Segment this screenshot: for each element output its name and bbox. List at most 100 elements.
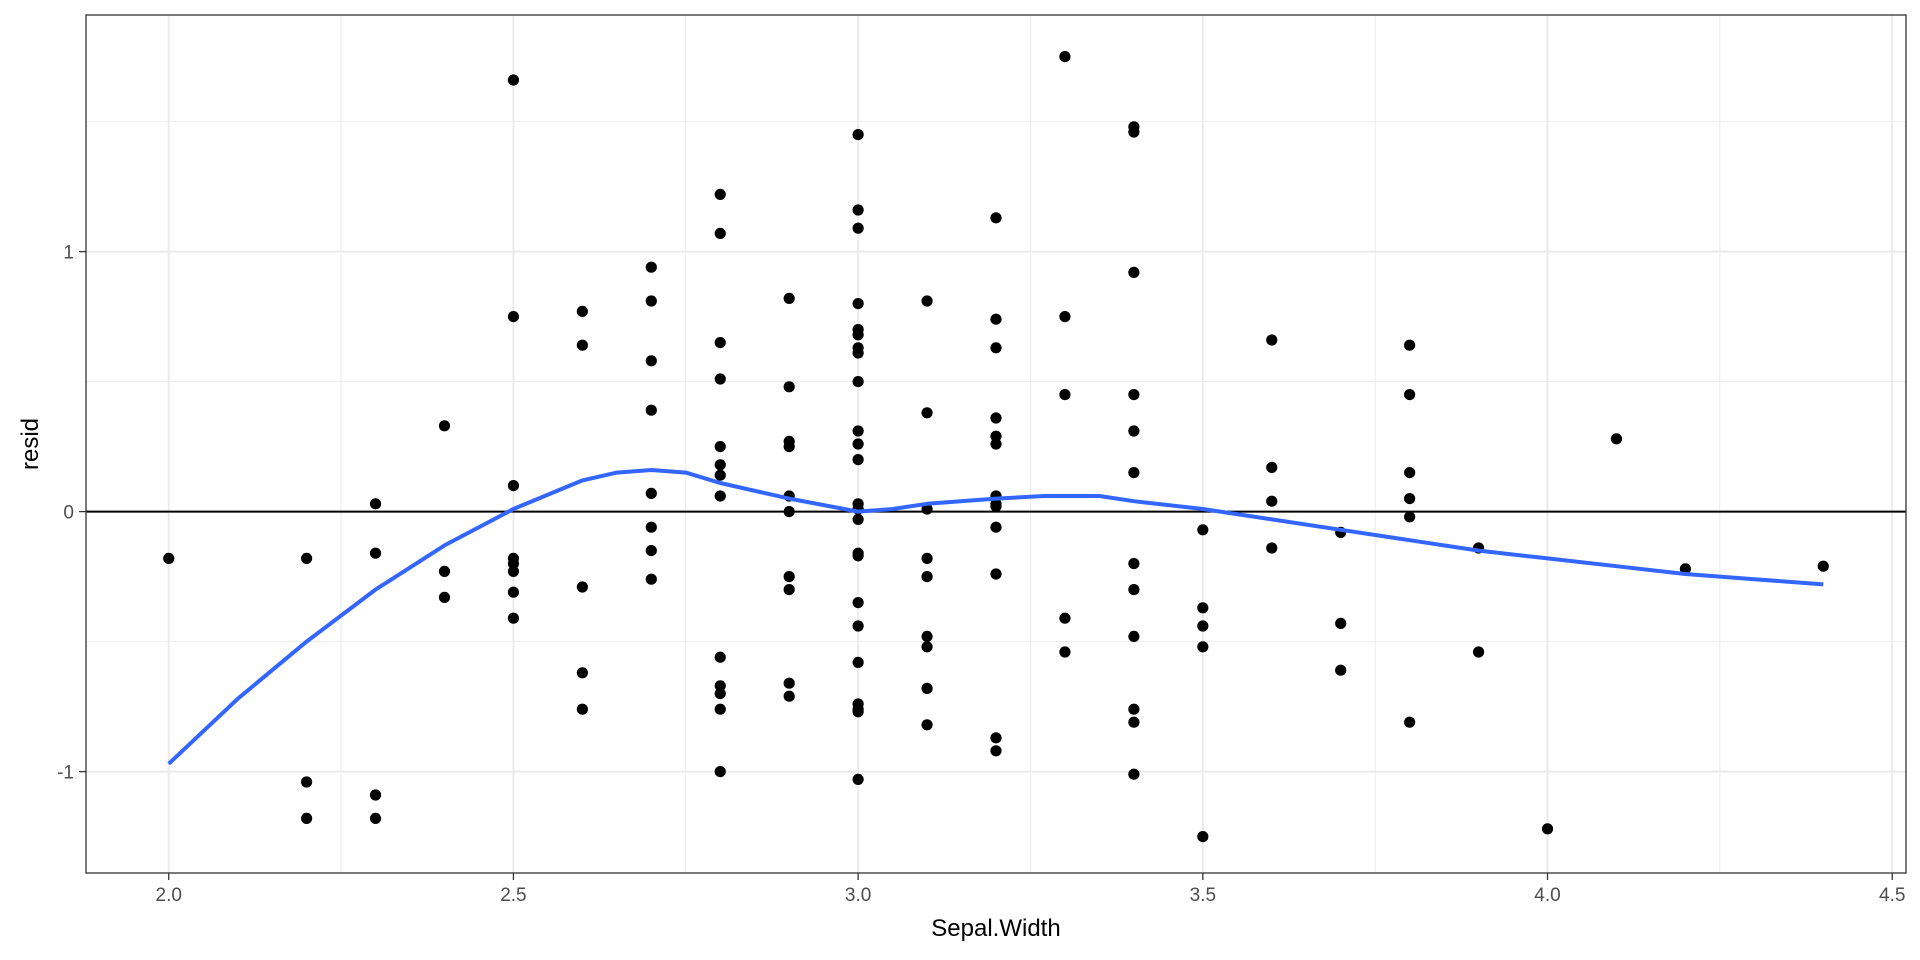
data-point: [921, 630, 933, 643]
data-point: [1059, 311, 1071, 323]
plot-panel-border: [85, 14, 1907, 874]
loess-smooth-line: [167, 468, 1824, 766]
data-point: [507, 586, 520, 598]
data-point: [990, 521, 1002, 533]
data-point: [852, 597, 864, 609]
data-point: [1404, 467, 1416, 479]
data-point: [438, 591, 451, 604]
data-point: [1059, 389, 1071, 401]
data-point: [1679, 563, 1691, 575]
x-tick-label: 2.0: [156, 885, 182, 906]
data-point: [714, 337, 726, 349]
data-point: [714, 766, 726, 778]
data-point: [1128, 266, 1140, 278]
data-point: [1335, 664, 1347, 676]
data-point: [1266, 495, 1278, 507]
data-point: [783, 584, 795, 596]
data-point: [714, 373, 726, 385]
data-point: [852, 656, 864, 669]
data-point: [990, 500, 1002, 512]
data-point: [852, 425, 864, 437]
x-axis-ticks: 2.0 2.5 3.0 3.5 4.0 4.5: [156, 873, 1905, 906]
data-point: [576, 581, 588, 593]
data-point: [852, 222, 864, 234]
data-point: [852, 620, 864, 632]
data-point: [852, 376, 864, 388]
data-point: [1128, 716, 1140, 728]
data-point: [783, 506, 795, 518]
data-point: [1266, 334, 1278, 346]
data-point: [783, 690, 795, 702]
data-point: [301, 812, 313, 825]
data-point: [921, 571, 933, 583]
data-point: [645, 295, 657, 307]
data-point: [576, 339, 588, 351]
data-point: [576, 667, 588, 679]
data-point: [852, 454, 864, 466]
data-point: [990, 412, 1002, 424]
data-point: [990, 430, 1002, 442]
data-point: [369, 547, 382, 559]
data-point: [1128, 768, 1140, 780]
data-point: [301, 776, 313, 788]
data-point: [576, 305, 588, 317]
data-point: [852, 298, 864, 310]
data-point: [714, 188, 726, 200]
data-point: [1197, 620, 1209, 632]
data-point: [852, 329, 864, 341]
data-point: [1128, 389, 1140, 401]
data-point: [921, 719, 933, 731]
x-axis-title: Sepal.Width: [931, 915, 1060, 942]
data-point: [1197, 602, 1209, 614]
data-point: [1404, 716, 1416, 728]
data-point: [714, 651, 726, 663]
data-point: [1266, 542, 1278, 554]
data-point: [645, 545, 657, 557]
data-point: [163, 552, 175, 565]
data-point: [438, 420, 451, 432]
data-point: [1128, 630, 1140, 643]
data-point: [921, 641, 933, 653]
data-point: [1197, 831, 1209, 843]
data-point: [1128, 703, 1140, 715]
data-point: [1128, 584, 1140, 596]
data-point: [645, 487, 657, 499]
data-point: [921, 552, 933, 565]
data-point: [783, 441, 795, 453]
data-point: [1128, 425, 1140, 437]
data-point: [1404, 389, 1416, 401]
data-point: [645, 404, 657, 416]
x-tick-label: 4.0: [1534, 885, 1560, 906]
data-point: [852, 773, 864, 786]
x-tick-label: 3.5: [1190, 885, 1216, 906]
data-point: [507, 558, 520, 570]
residual-points: [163, 51, 1829, 843]
data-point: [783, 381, 795, 393]
data-point: [714, 680, 726, 692]
data-point: [921, 295, 933, 307]
x-tick-label: 3.0: [845, 885, 871, 906]
data-point: [714, 441, 726, 453]
data-point: [1197, 524, 1209, 536]
data-point: [714, 703, 726, 715]
data-point: [921, 407, 933, 419]
y-tick-label: 0: [63, 503, 74, 524]
data-point: [507, 311, 520, 323]
data-point: [1128, 467, 1140, 479]
data-point: [852, 438, 864, 450]
data-point: [990, 732, 1002, 744]
data-point: [301, 552, 313, 565]
data-point: [645, 521, 657, 533]
data-point: [990, 212, 1002, 224]
data-point: [645, 355, 657, 367]
data-point: [714, 688, 726, 700]
data-point: [1817, 560, 1829, 572]
y-tick-label: 1: [63, 243, 74, 264]
data-point: [783, 571, 795, 583]
data-point: [1472, 646, 1485, 658]
data-point: [507, 565, 520, 578]
data-point: [990, 342, 1002, 354]
data-point: [714, 490, 726, 502]
